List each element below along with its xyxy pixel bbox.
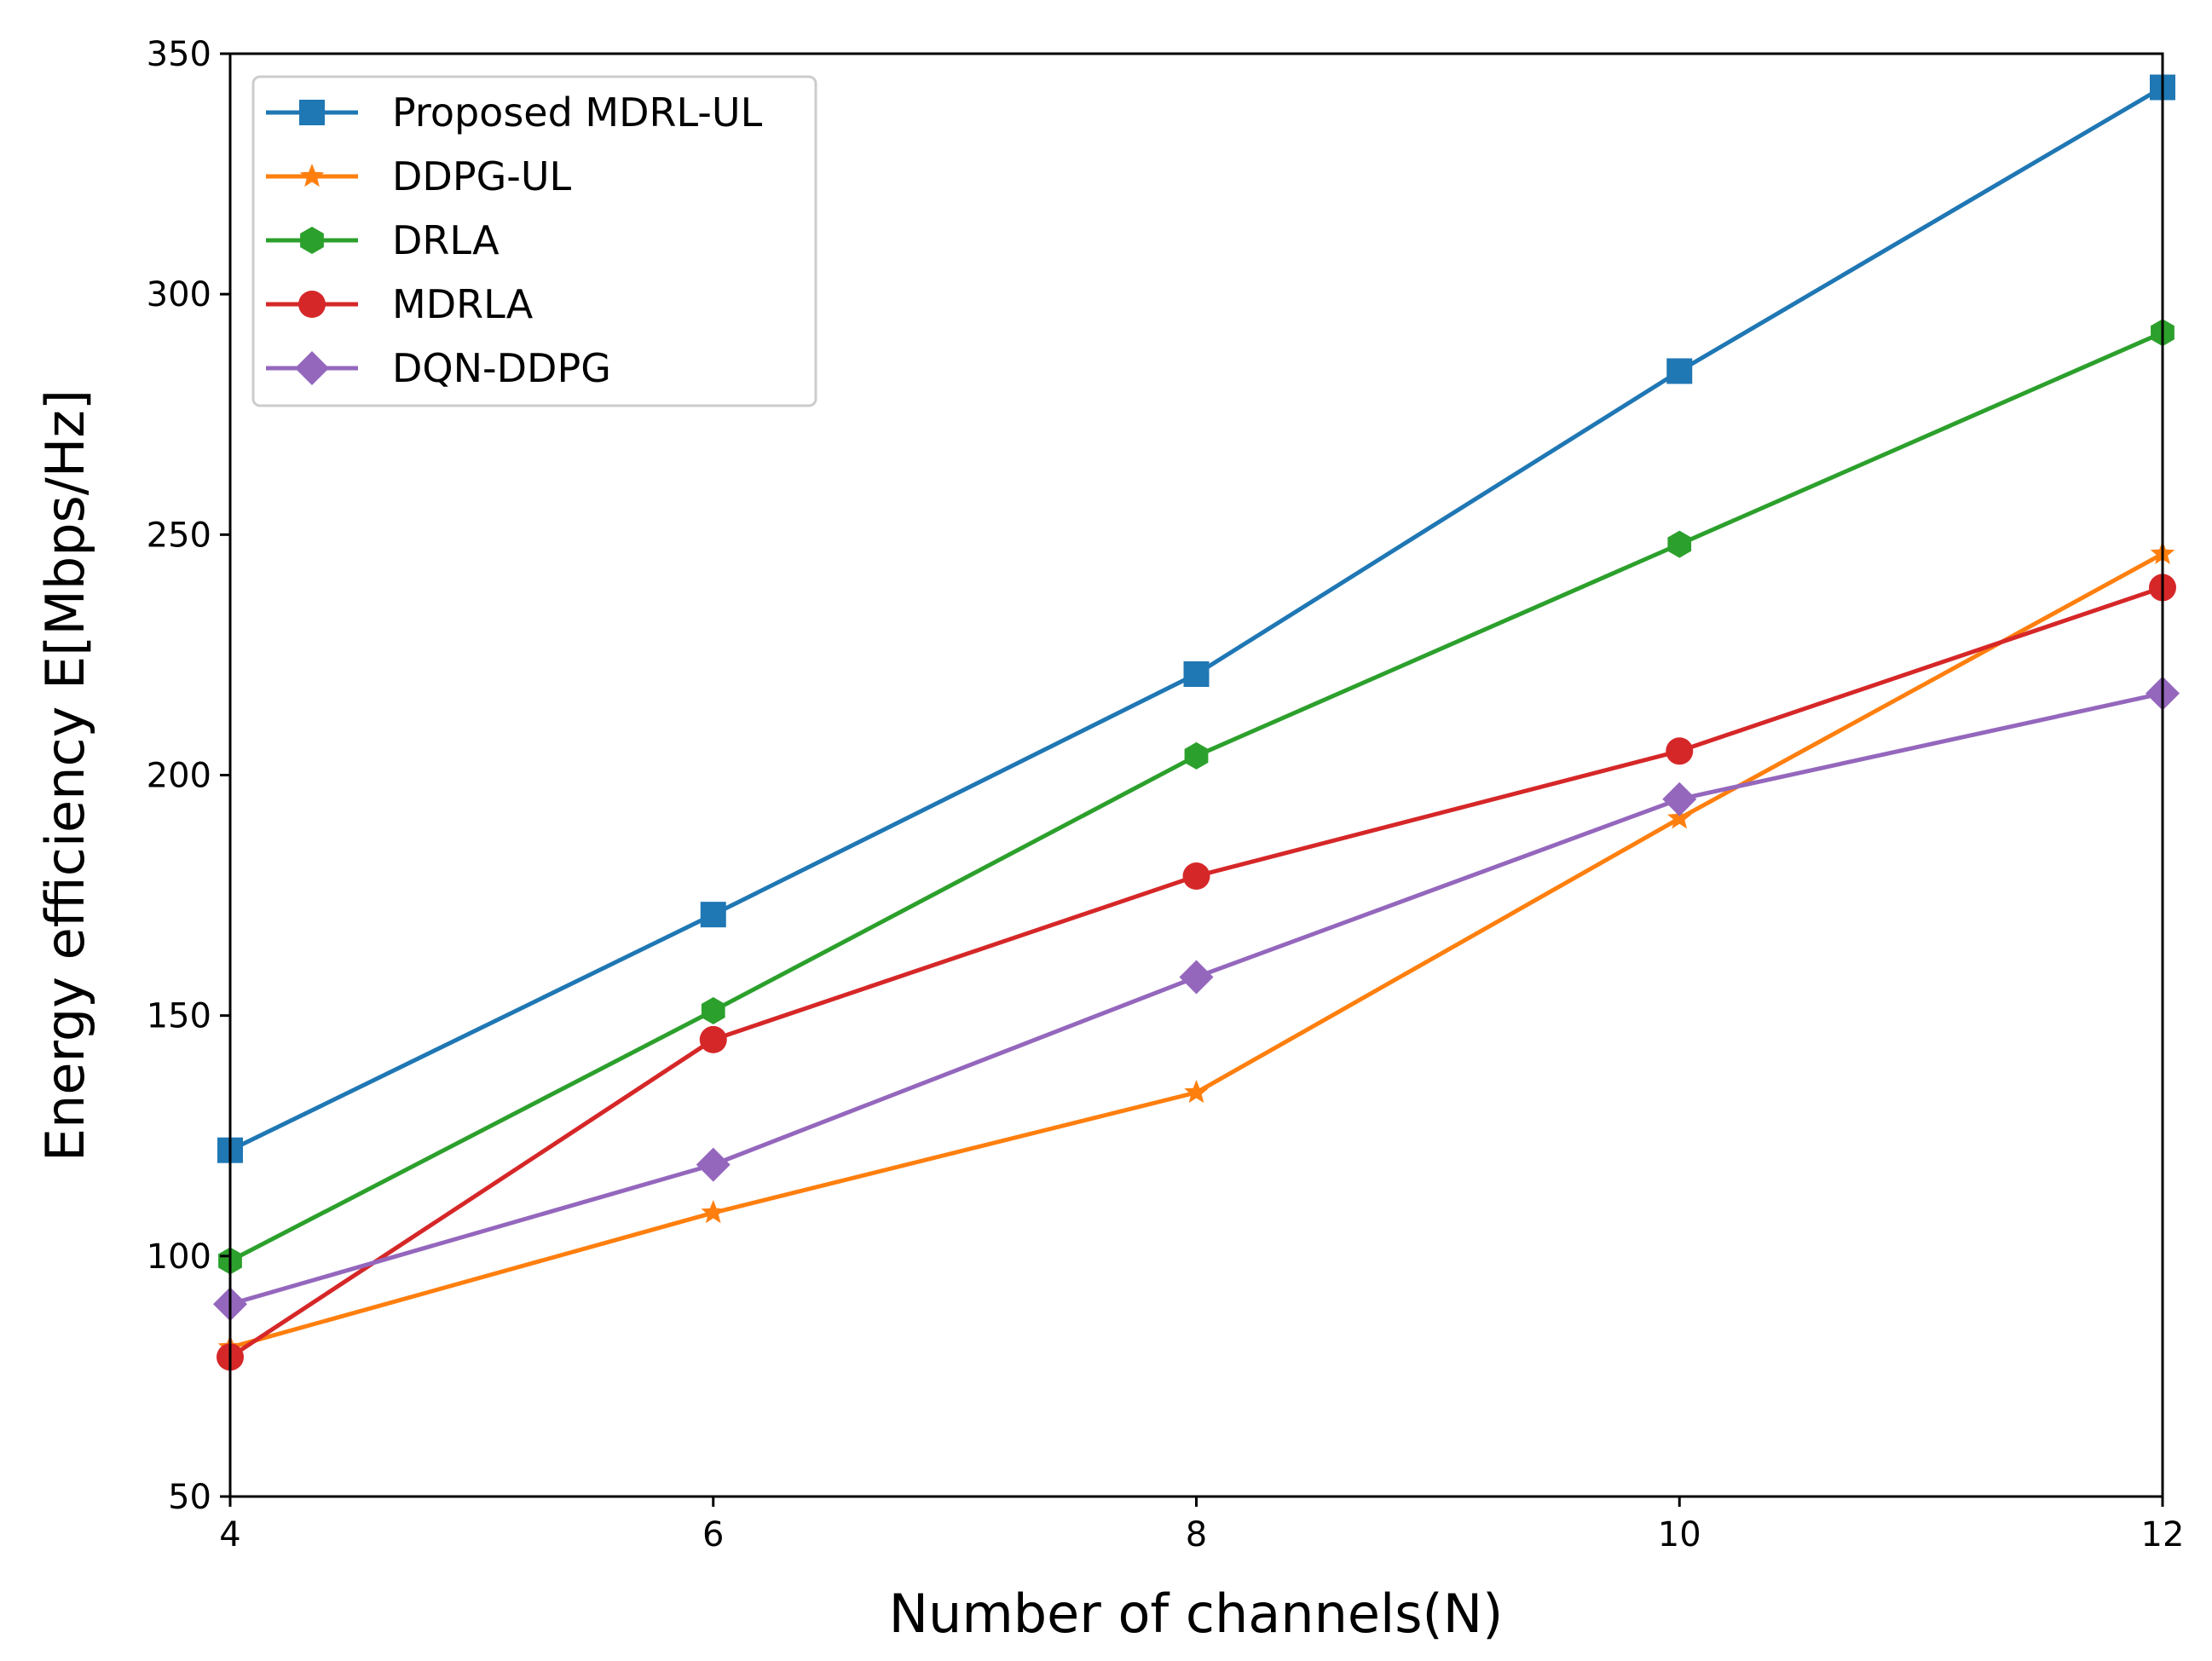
data-point <box>696 1147 731 1182</box>
y-tick-label: 300 <box>147 275 211 314</box>
y-tick-label: 350 <box>147 35 211 74</box>
y-tick-label: 100 <box>147 1237 211 1277</box>
y-tick-label: 250 <box>147 516 211 555</box>
data-point <box>701 997 725 1024</box>
legend-label: DDPG-UL <box>392 153 571 199</box>
legend-item: DQN-DDPG <box>266 345 611 391</box>
data-point <box>1179 960 1214 995</box>
series-layer <box>213 74 2180 1371</box>
data-point <box>1667 530 1692 558</box>
legend: Proposed MDRL-UL DDPG-UL DRLA MDRLA DQN-DDPG <box>251 75 817 407</box>
data-point <box>701 1200 725 1224</box>
legend-label: DQN-DDPG <box>392 345 611 391</box>
x-tick-label: 8 <box>1186 1515 1207 1554</box>
data-point <box>1182 862 1210 891</box>
legend-item: Proposed MDRL-UL <box>266 89 763 136</box>
data-point <box>1666 358 1693 384</box>
data-point <box>1184 1080 1209 1104</box>
series-4 <box>213 676 2180 1322</box>
legend-item: DDPG-UL <box>266 153 571 199</box>
data-point <box>1666 737 1694 765</box>
data-point <box>1667 805 1692 829</box>
x-axis-title: Number of channels(N) <box>889 1583 1504 1645</box>
x-tick-label: 10 <box>1658 1515 1701 1554</box>
series-3 <box>217 574 2176 1371</box>
legend-item: MDRLA <box>266 281 534 327</box>
legend-label: MDRLA <box>392 281 534 327</box>
legend-label: DRLA <box>392 217 500 263</box>
y-axis-title: Energy efficiency E[Mbps/Hz] <box>34 389 96 1162</box>
series-line <box>228 331 2164 1263</box>
legend-label: Proposed MDRL-UL <box>392 89 763 136</box>
x-tick-label: 6 <box>702 1515 724 1554</box>
legend-box <box>251 75 817 407</box>
y-tick-label: 200 <box>147 757 211 796</box>
data-point <box>1184 741 1209 770</box>
legend-marker <box>295 351 329 385</box>
series-2 <box>218 319 2174 1275</box>
legend-marker <box>298 291 326 318</box>
x-tick-label: 12 <box>2141 1515 2185 1554</box>
data-point <box>699 1025 727 1053</box>
ticks-layer: 4 6 8 10 12 50 100 150 200 250 300 350 <box>147 35 2185 1554</box>
data-point <box>700 902 726 928</box>
x-tick-label: 4 <box>219 1515 240 1554</box>
legend-marker <box>299 164 325 187</box>
data-point <box>1662 781 1697 816</box>
y-tick-label: 50 <box>168 1478 211 1517</box>
series-0 <box>217 74 2175 1163</box>
legend-marker <box>299 100 325 125</box>
legend-item: DRLA <box>266 217 500 263</box>
legend-marker <box>300 227 324 254</box>
series-line <box>229 691 2163 1306</box>
y-tick-label: 150 <box>147 997 211 1036</box>
data-point <box>1183 660 1210 687</box>
